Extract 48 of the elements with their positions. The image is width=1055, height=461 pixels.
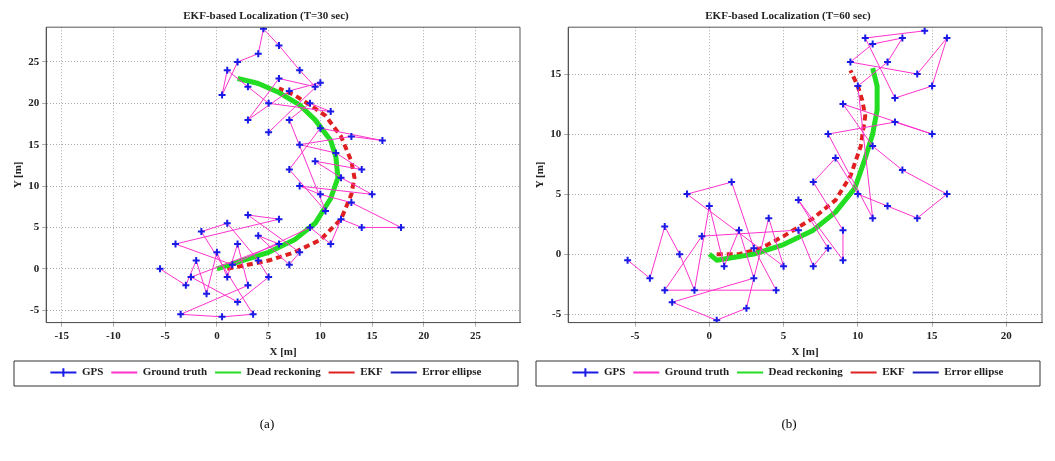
y-tick-label: 0 bbox=[33, 261, 40, 274]
y-tick-label: -5 bbox=[30, 303, 40, 316]
x-tick-label: 20 bbox=[418, 329, 430, 342]
chart-title: EKF-based Localization (T=60 sec) bbox=[705, 9, 872, 23]
y-tick-label: 10 bbox=[550, 126, 562, 139]
legend-label: GPS bbox=[603, 365, 626, 378]
legend-label: Error ellipse bbox=[944, 365, 1004, 378]
x-tick-label: 15 bbox=[366, 329, 379, 342]
x-tick-label: 5 bbox=[780, 329, 787, 342]
line-series bbox=[225, 86, 357, 271]
text: (b) bbox=[781, 416, 797, 432]
chart-title: EKF-based Localization (T=30 sec) bbox=[183, 9, 350, 23]
y-axis-title: Y [m] bbox=[11, 161, 24, 189]
legend-label: Dead reckoning bbox=[246, 365, 322, 378]
y-tick-label: -5 bbox=[552, 307, 562, 320]
point bbox=[712, 315, 722, 323]
x-tick-label: 0 bbox=[214, 329, 221, 342]
x-tick-label: 10 bbox=[852, 329, 864, 342]
y-tick-label: 15 bbox=[28, 137, 40, 150]
legend-label: GPS bbox=[81, 365, 104, 378]
legend-label: Ground truth bbox=[664, 365, 730, 378]
legend-label: EKF bbox=[360, 365, 384, 378]
y-tick-label: 25 bbox=[28, 54, 40, 67]
y-tick-label: 5 bbox=[33, 220, 40, 233]
y-tick-label: 10 bbox=[28, 178, 40, 191]
x-tick-label: -10 bbox=[106, 329, 122, 342]
x-tick-label: 25 bbox=[470, 329, 482, 342]
x-tick-label: -15 bbox=[54, 329, 70, 342]
x-tick-label: 5 bbox=[265, 329, 272, 342]
text: (a) bbox=[259, 416, 275, 432]
legend-label: Dead reckoning bbox=[768, 365, 844, 378]
y-tick-label: 0 bbox=[555, 247, 562, 259]
x-tick-label: -5 bbox=[160, 329, 171, 342]
x-tick-label: 10 bbox=[314, 329, 327, 342]
x-tick-label: 15 bbox=[926, 329, 939, 342]
x-tick-label: -5 bbox=[630, 329, 641, 342]
legend-label: Error ellipse bbox=[422, 365, 482, 378]
x-tick-label: 0 bbox=[706, 329, 713, 342]
y-tick-label: 20 bbox=[28, 96, 40, 109]
y-tick-label: 5 bbox=[555, 186, 562, 199]
x-tick-label: 20 bbox=[1000, 329, 1013, 342]
legend-label: Ground truth bbox=[142, 365, 208, 378]
x-axis-title: X [m] bbox=[791, 345, 819, 358]
y-tick-label: 15 bbox=[550, 66, 562, 79]
y-axis-title: Y [m] bbox=[533, 161, 546, 189]
legend-label: EKF bbox=[882, 365, 906, 378]
line-series bbox=[714, 68, 868, 257]
x-axis-title: X [m] bbox=[269, 345, 297, 358]
